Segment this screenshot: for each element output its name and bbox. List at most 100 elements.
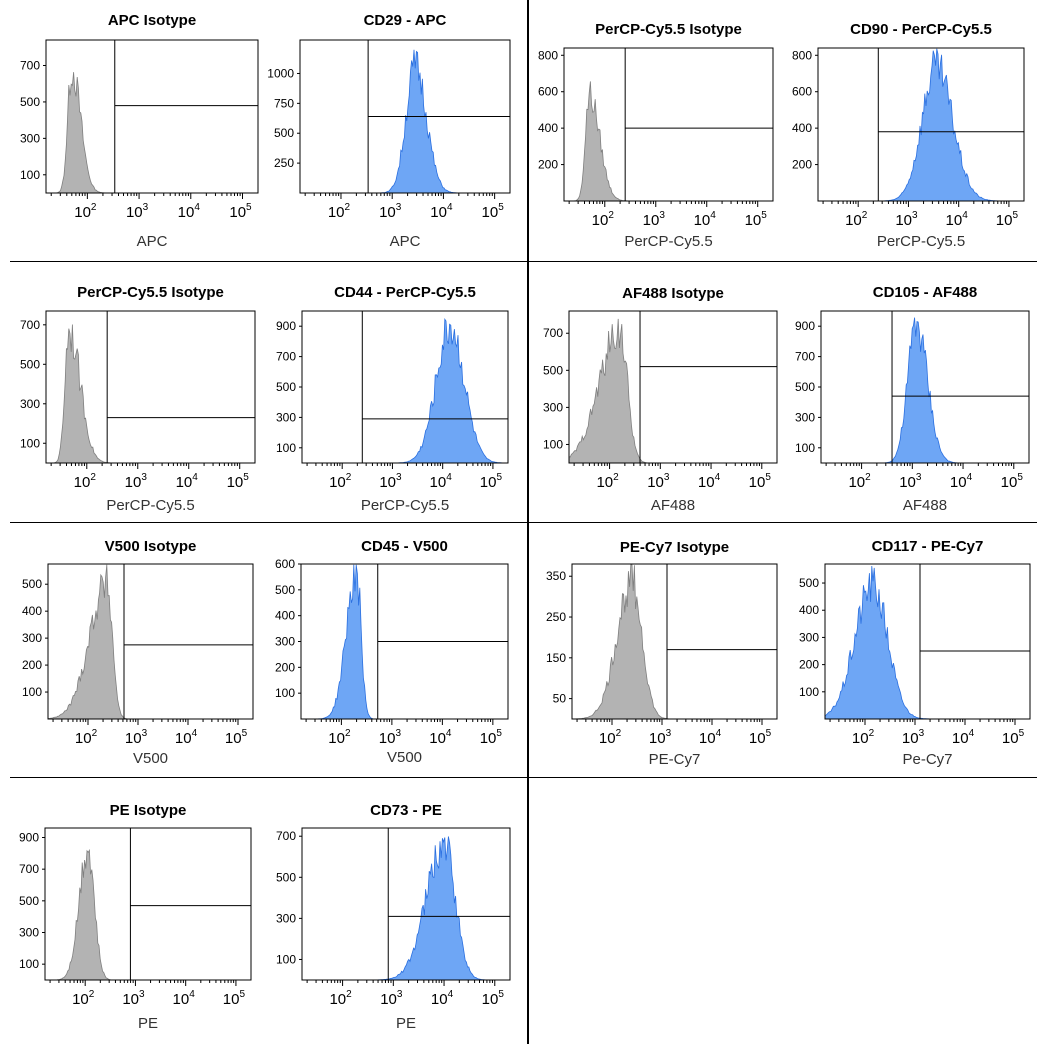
x-tick-label: 104 <box>429 728 452 747</box>
histogram-area <box>571 564 777 720</box>
x-tick-label: 103 <box>899 472 922 491</box>
y-tick-label: 700 <box>20 318 40 332</box>
y-tick-label: 300 <box>276 911 296 925</box>
x-tick-label: 103 <box>380 989 403 1008</box>
y-tick-label: 300 <box>799 630 819 644</box>
y-tick-label: 500 <box>276 870 296 884</box>
histogram-area <box>45 848 251 981</box>
x-axis-label: PerCP-Cy5.5 <box>624 233 712 250</box>
x-axis-label: APC <box>137 233 168 250</box>
x-axis-label: APC <box>390 233 421 250</box>
x-tick-label: 105 <box>749 728 772 747</box>
histogram-area <box>47 564 253 720</box>
y-tick-label: 300 <box>20 397 40 411</box>
axes-frame <box>301 827 511 981</box>
x-axis-label: V500 <box>133 750 168 767</box>
y-tick-label: 300 <box>19 926 39 940</box>
x-tick-label: 102 <box>592 210 615 229</box>
y-tick-label: 600 <box>538 85 558 99</box>
x-tick-label: 102 <box>72 989 95 1008</box>
row-divider-3 <box>10 777 1037 778</box>
x-tick-label: 103 <box>122 989 145 1008</box>
axes-frame <box>44 827 252 981</box>
y-tick-label: 900 <box>19 831 39 845</box>
axes-frame <box>824 563 1031 720</box>
y-tick-label: 400 <box>792 121 812 135</box>
histogram-panel-p14: CD73 - PE 100 300 500 700 102 103 104 105 PE <box>276 802 511 1032</box>
x-tick-label: 104 <box>175 728 198 747</box>
panel-title: PerCP-Cy5.5 Isotype <box>595 21 742 38</box>
x-tick-label: 103 <box>649 728 672 747</box>
x-tick-label: 102 <box>848 472 871 491</box>
y-tick-label: 1000 <box>267 66 294 80</box>
x-tick-label: 103 <box>902 728 925 747</box>
y-tick-label: 100 <box>276 441 296 455</box>
x-tick-label: 105 <box>480 472 503 491</box>
y-tick-label: 700 <box>543 326 563 340</box>
x-tick-label: 104 <box>176 472 199 491</box>
y-tick-label: 500 <box>543 363 563 377</box>
y-tick-label: 400 <box>22 604 42 618</box>
x-tick-label: 105 <box>229 202 252 221</box>
y-tick-label: 700 <box>276 350 296 364</box>
y-tick-label: 350 <box>546 569 566 583</box>
y-tick-label: 100 <box>20 168 40 182</box>
y-tick-label: 600 <box>275 557 295 571</box>
histogram-panel-p4: CD90 - PerCP-Cy5.5 200 400 600 800 102 103 104 1… <box>792 21 1025 250</box>
y-tick-label: 300 <box>543 400 563 414</box>
axes-frame <box>568 310 778 464</box>
y-tick-label: 500 <box>276 380 296 394</box>
y-tick-label: 700 <box>795 350 815 364</box>
x-tick-label: 102 <box>852 728 875 747</box>
histogram-panel-p3: PerCP-Cy5.5 Isotype 200 400 600 800 102 103 104… <box>538 21 774 250</box>
histogram-panel-p6: CD44 - PerCP-Cy5.5 100 300 500 700 900 102 103 1… <box>276 284 509 514</box>
x-tick-label: 103 <box>125 472 148 491</box>
panel-title: CD117 - PE-Cy7 <box>872 538 984 555</box>
y-tick-label: 400 <box>799 603 819 617</box>
x-axis-label: V500 <box>387 749 422 766</box>
x-tick-label: 103 <box>125 728 148 747</box>
y-tick-label: 250 <box>546 610 566 624</box>
y-tick-label: 100 <box>799 685 819 699</box>
y-tick-label: 200 <box>538 158 558 172</box>
panel-title: CD73 - PE <box>370 802 442 819</box>
histogram-panel-p2: CD29 - APC 250 500 750 1000 102 103 104 105 APC <box>267 12 511 250</box>
histogram-area <box>568 318 777 464</box>
x-tick-label: 104 <box>699 728 722 747</box>
x-tick-label: 105 <box>745 210 768 229</box>
y-tick-label: 50 <box>553 692 567 706</box>
panel-title: AF488 Isotype <box>622 285 724 302</box>
y-tick-label: 800 <box>792 48 812 62</box>
y-tick-label: 200 <box>22 658 42 672</box>
row-divider-1 <box>10 261 1037 262</box>
y-tick-label: 700 <box>276 829 296 843</box>
y-tick-label: 700 <box>19 862 39 876</box>
histogram-panel-p1: APC Isotype 100 300 500 700 102 103 104 105 APC <box>20 12 259 250</box>
x-tick-label: 103 <box>643 210 666 229</box>
x-tick-label: 102 <box>74 202 97 221</box>
y-tick-label: 150 <box>546 651 566 665</box>
y-tick-label: 250 <box>274 156 294 170</box>
panel-title: CD90 - PerCP-Cy5.5 <box>850 21 992 38</box>
panel-title: V500 Isotype <box>105 538 197 555</box>
x-axis-label: Pe-Cy7 <box>902 751 952 768</box>
x-tick-label: 104 <box>430 202 453 221</box>
y-tick-label: 500 <box>20 95 40 109</box>
row-divider-2 <box>10 522 1037 523</box>
x-tick-label: 105 <box>1001 472 1024 491</box>
histogram-area <box>818 48 1024 202</box>
x-tick-label: 104 <box>950 472 973 491</box>
histogram-area <box>821 317 1029 464</box>
histogram-area <box>824 565 1030 720</box>
axes-frame <box>47 563 254 720</box>
histogram-panel-p10: CD45 - V500 100 200 300 400 500 600 102 103 104 10… <box>275 538 509 766</box>
x-tick-label: 102 <box>596 472 619 491</box>
y-tick-label: 500 <box>20 357 40 371</box>
histogram-panel-p11: PE-Cy7 Isotype 50 150 250 350 102 103 104 105 PE-… <box>546 539 778 768</box>
y-tick-label: 700 <box>20 59 40 73</box>
y-tick-label: 400 <box>538 121 558 135</box>
x-axis-label: AF488 <box>903 497 947 514</box>
x-tick-label: 105 <box>1002 728 1025 747</box>
x-tick-label: 105 <box>996 210 1019 229</box>
x-tick-label: 103 <box>126 202 149 221</box>
